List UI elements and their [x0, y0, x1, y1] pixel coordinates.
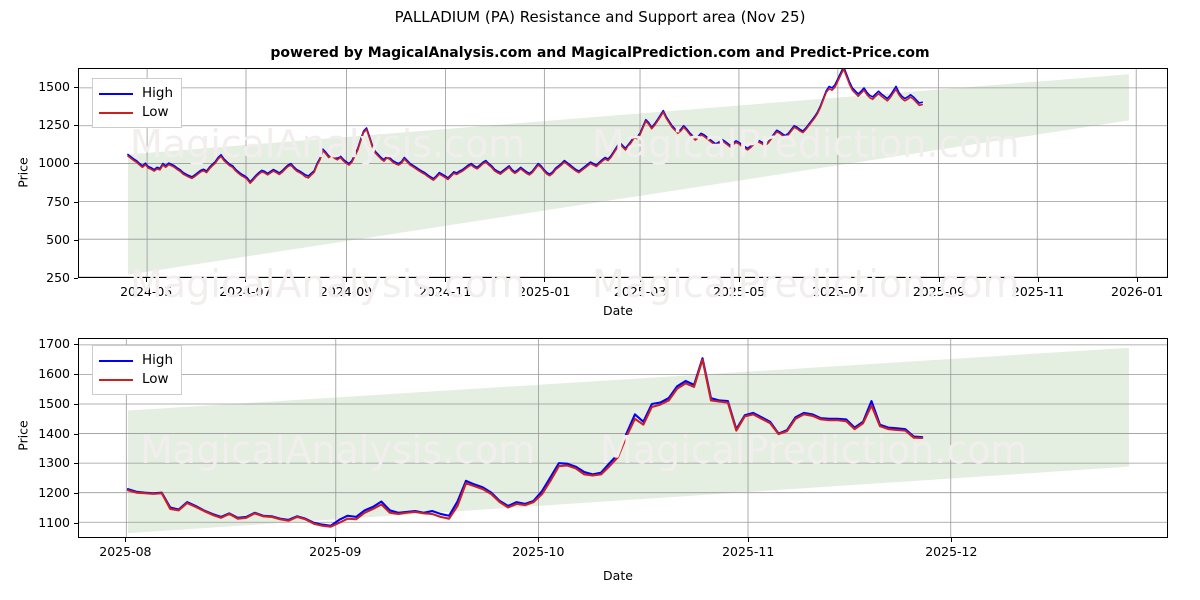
support-resistance-band — [127, 74, 1129, 275]
xtick-label: 2025-08 — [99, 544, 152, 559]
ytick-mark — [74, 463, 78, 465]
bottom-chart-plot-area — [78, 338, 1168, 538]
bottom-chart — [78, 338, 1168, 538]
page-subtitle: powered by MagicalAnalysis.com and Magic… — [270, 45, 930, 61]
ytick-label: 1700 — [38, 335, 70, 351]
ytick-mark — [74, 343, 78, 345]
ytick-label: 1600 — [38, 365, 70, 381]
ytick-label: 750 — [46, 193, 70, 209]
ytick-mark — [74, 87, 78, 89]
legend-label-low-2: Low — [142, 370, 169, 387]
series-line-low — [127, 69, 923, 185]
top-chart-canvas — [79, 69, 1167, 277]
legend-row-high-2: High — [99, 351, 173, 370]
xtick-mark — [335, 538, 337, 542]
ytick-label: 1400 — [38, 425, 70, 441]
ytick-label: 1500 — [38, 395, 70, 411]
top-chart — [78, 68, 1168, 278]
legend-label-low: Low — [142, 103, 169, 120]
high-line-swatch — [99, 92, 133, 95]
ytick-mark — [74, 278, 78, 279]
xtick-label: 2025-07 — [812, 284, 865, 299]
ytick-mark — [74, 523, 78, 525]
xtick-label: 2024-09 — [319, 284, 373, 299]
ytick-label: 1000 — [38, 155, 70, 171]
xtick-mark — [146, 278, 148, 282]
xtick-mark — [1038, 278, 1040, 282]
top-chart-plot-area — [78, 68, 1168, 278]
top-chart-legend: High Low — [92, 78, 183, 128]
xtick-label: 2024-11 — [418, 284, 472, 299]
ytick-mark — [74, 433, 78, 435]
xtick-mark — [125, 538, 127, 542]
ytick-mark — [74, 493, 78, 495]
xtick-mark — [445, 278, 447, 282]
low-line-swatch-2 — [99, 378, 133, 381]
legend-row-low: Low — [99, 103, 173, 122]
bottom-chart-canvas — [79, 339, 1167, 537]
xtick-label: 2025-03 — [613, 284, 667, 299]
xtick-mark — [245, 278, 247, 282]
xtick-mark — [538, 538, 540, 542]
page-title: PALLADIUM (PA) Resistance and Support ar… — [394, 8, 806, 26]
xtick-mark — [544, 278, 546, 282]
ytick-mark — [74, 403, 78, 405]
high-line-swatch-2 — [99, 359, 133, 362]
bottom-chart-legend: High Low — [92, 345, 183, 395]
ytick-mark — [74, 201, 78, 203]
xtick-mark — [838, 278, 840, 282]
xtick-mark — [739, 278, 741, 282]
top-chart-xlabel: Date — [603, 303, 633, 318]
ytick-mark — [74, 239, 78, 241]
xtick-mark — [1137, 278, 1139, 282]
xtick-label: 2025-01 — [518, 284, 571, 299]
legend-row-high: High — [99, 84, 173, 103]
xtick-label: 2025-10 — [512, 544, 565, 559]
ytick-mark — [74, 163, 78, 165]
xtick-label: 2025-09 — [912, 284, 966, 299]
ytick-label: 1250 — [38, 117, 70, 133]
xtick-mark — [640, 278, 642, 282]
xtick-label: 2024-07 — [219, 284, 272, 299]
support-resistance-band — [127, 347, 1129, 534]
xtick-mark — [748, 538, 750, 542]
xtick-label: 2025-11 — [722, 544, 775, 559]
ytick-label: 1100 — [38, 515, 70, 531]
ytick-label: 250 — [46, 270, 70, 285]
legend-row-low-2: Low — [99, 370, 173, 389]
bottom-chart-xlabel: Date — [603, 568, 633, 583]
xtick-mark — [951, 538, 953, 542]
ytick-label: 1200 — [38, 485, 70, 501]
xtick-mark — [346, 278, 348, 282]
xtick-label: 2025-09 — [309, 544, 362, 559]
xtick-label: 2026-01 — [1111, 284, 1164, 299]
series-line-low — [126, 358, 924, 528]
ytick-label: 1300 — [38, 455, 70, 471]
ytick-label: 500 — [46, 231, 70, 247]
xtick-label: 2025-11 — [1011, 284, 1065, 299]
series-line-high — [127, 69, 923, 183]
ytick-mark — [74, 373, 78, 375]
ytick-label: 1500 — [38, 79, 70, 95]
ytick-mark — [74, 125, 78, 127]
xtick-label: 2024-05 — [120, 284, 173, 299]
low-line-swatch — [99, 111, 133, 114]
xtick-label: 2025-12 — [925, 544, 978, 559]
legend-label-high: High — [142, 84, 174, 101]
legend-label-high-2: High — [142, 351, 174, 368]
xtick-label: 2025-05 — [713, 284, 766, 299]
xtick-mark — [938, 278, 940, 282]
